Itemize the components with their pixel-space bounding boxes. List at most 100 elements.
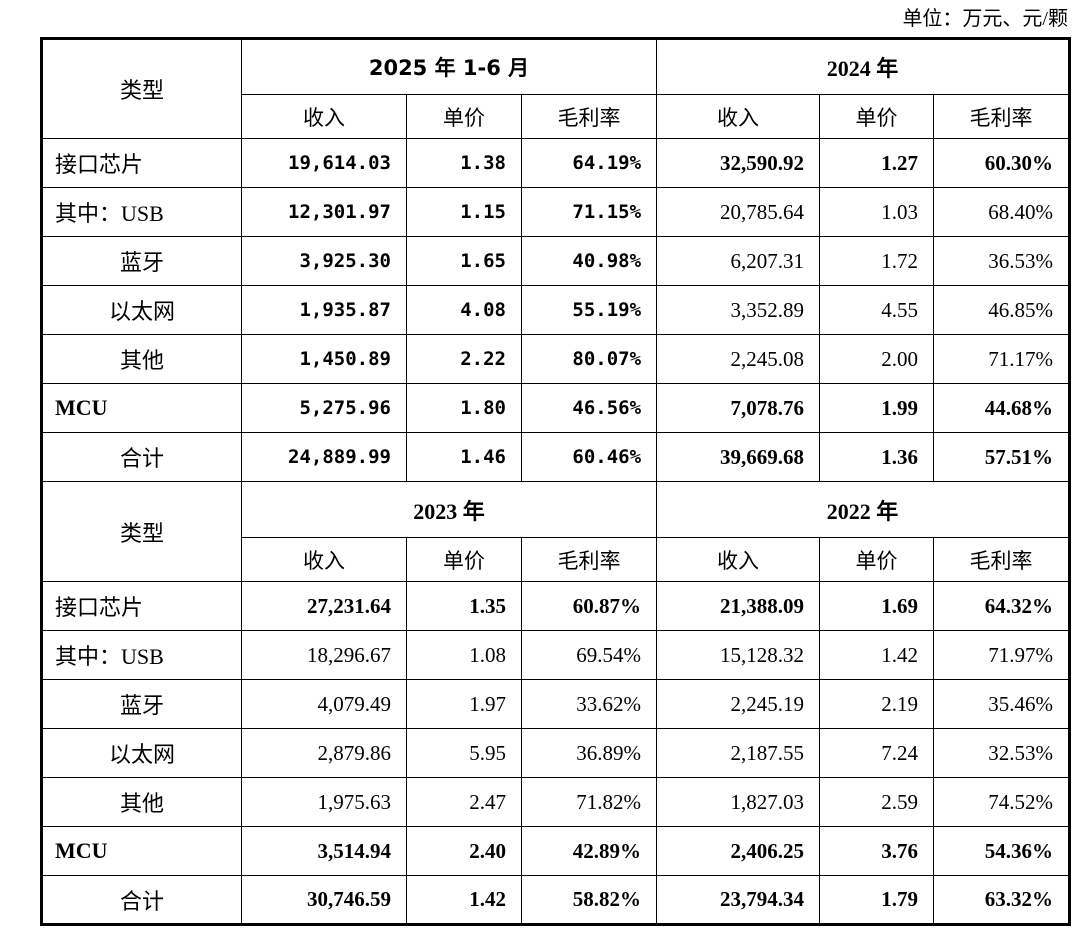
unit-price-cell: 1.65 (406, 236, 522, 286)
gross-margin-cell: 44.68% (933, 383, 1071, 433)
unit-price-cell: 1.15 (406, 187, 522, 237)
gross-margin-cell: 74.52% (933, 777, 1071, 827)
revenue-cell: 19,614.03 (241, 138, 407, 188)
gross-margin-cell: 42.89% (520, 826, 658, 876)
unit-price-cell: 1.08 (406, 630, 522, 680)
row-label-cell: 以太网 (41, 285, 242, 335)
unit-price-cell: 1.79 (819, 875, 935, 925)
row-label-cell: 其他 (41, 334, 242, 384)
gross-margin-cell: 36.89% (520, 728, 658, 778)
unit-price-cell: 1.42 (819, 630, 935, 680)
unit-price-cell: 1.46 (406, 432, 522, 482)
row-label-cell: 蓝牙 (41, 679, 242, 729)
gross-margin-cell: 71.15% (520, 187, 658, 237)
revenue-cell: 39,669.68 (656, 432, 821, 482)
period-header-cell: 2022 年 (656, 481, 1071, 538)
unit-price-cell: 2.59 (819, 777, 935, 827)
unit-price-cell: 1.99 (819, 383, 935, 433)
unit-price-cell: 1.42 (406, 875, 522, 925)
table-row: 合计 24,889.99 1.46 60.46% 39,669.68 1.36 57.51% (41, 432, 1071, 482)
subheader-gross-margin-cell: 毛利率 (933, 94, 1071, 139)
subheader-unit-price-cell: 单价 (819, 537, 935, 582)
row-label-cell: MCU (41, 826, 242, 876)
revenue-cell: 2,187.55 (656, 728, 821, 778)
gross-margin-cell: 55.19% (520, 285, 658, 335)
revenue-cell: 15,128.32 (656, 630, 821, 680)
period-header-row: 类型 2025 年 1-6 月 2024 年 (41, 38, 1071, 139)
gross-margin-cell: 58.82% (520, 875, 658, 925)
row-label-cell: 蓝牙 (41, 236, 242, 286)
revenue-cell: 30,746.59 (241, 875, 407, 925)
revenue-cell: 23,794.34 (656, 875, 821, 925)
unit-price-cell: 1.35 (406, 581, 522, 631)
row-label-cell: 其中：USB (41, 187, 242, 237)
unit-price-cell: 2.47 (406, 777, 522, 827)
revenue-cell: 21,388.09 (656, 581, 821, 631)
period-header-cell: 2023 年 (240, 481, 658, 538)
table-row: 其中：USB 12,301.97 1.15 71.15% 20,785.64 1.03 68… (41, 187, 1071, 237)
unit-price-cell: 5.95 (406, 728, 522, 778)
row-label-cell: MCU (41, 383, 242, 433)
table-row: 以太网 2,879.86 5.95 36.89% 2,187.55 7.24 32.53% (41, 728, 1071, 778)
subheader-unit-price-cell: 单价 (819, 94, 935, 139)
table-row: 接口芯片 19,614.03 1.38 64.19% 32,590.92 1.27 60.3… (41, 138, 1071, 188)
gross-margin-cell: 46.56% (520, 383, 658, 433)
subheader-unit-price-cell: 单价 (406, 537, 522, 582)
row-label-cell: 接口芯片 (41, 138, 242, 188)
revenue-cell: 4,079.49 (241, 679, 407, 729)
revenue-cell: 2,245.19 (656, 679, 821, 729)
gross-margin-cell: 69.54% (520, 630, 658, 680)
revenue-cell: 1,935.87 (241, 285, 407, 335)
table-row: 其他 1,450.89 2.22 80.07% 2,245.08 2.00 71.17% (41, 334, 1071, 384)
gross-margin-cell: 35.46% (933, 679, 1071, 729)
revenue-cell: 7,078.76 (656, 383, 821, 433)
unit-price-cell: 4.55 (819, 285, 935, 335)
gross-margin-cell: 71.17% (933, 334, 1071, 384)
revenue-cell: 2,406.25 (656, 826, 821, 876)
row-label-cell: 以太网 (41, 728, 242, 778)
row-label-cell: 合计 (41, 432, 242, 482)
gross-margin-cell: 54.36% (933, 826, 1071, 876)
subheader-gross-margin-cell: 毛利率 (520, 94, 658, 139)
revenue-cell: 32,590.92 (656, 138, 821, 188)
subheader-row: 收入 单价 毛利率 收入 单价 毛利率 (42, 537, 1071, 582)
gross-margin-cell: 68.40% (933, 187, 1071, 237)
unit-price-cell: 3.76 (819, 826, 935, 876)
unit-price-cell: 4.08 (406, 285, 522, 335)
table-row: MCU 3,514.94 2.40 42.89% 2,406.25 3.76 54.36% (41, 826, 1071, 876)
unit-price-cell: 1.27 (819, 138, 935, 188)
revenue-cell: 18,296.67 (241, 630, 407, 680)
subheader-revenue-cell: 收入 (656, 537, 821, 582)
revenue-cell: 20,785.64 (656, 187, 821, 237)
row-label-cell: 其中：USB (41, 630, 242, 680)
unit-price-cell: 2.40 (406, 826, 522, 876)
revenue-cell: 3,514.94 (241, 826, 407, 876)
revenue-cell: 1,975.63 (241, 777, 407, 827)
gross-margin-cell: 60.87% (520, 581, 658, 631)
subheader-unit-price-cell: 单价 (406, 94, 522, 139)
table-row: MCU 5,275.96 1.80 46.56% 7,078.76 1.99 44.68% (41, 383, 1071, 433)
subheader-gross-margin-cell: 毛利率 (520, 537, 658, 582)
unit-price-cell: 7.24 (819, 728, 935, 778)
period-header-cell: 2025 年 1-6 月 (240, 38, 658, 95)
gross-margin-cell: 36.53% (933, 236, 1071, 286)
unit-price-cell: 2.00 (819, 334, 935, 384)
unit-price-cell: 1.36 (819, 432, 935, 482)
revenue-cell: 5,275.96 (241, 383, 407, 433)
revenue-cell: 3,352.89 (656, 285, 821, 335)
period-header-row: 类型 2023 年 2022 年 (41, 481, 1071, 582)
gross-margin-cell: 57.51% (933, 432, 1071, 482)
unit-price-cell: 1.80 (406, 383, 522, 433)
gross-margin-cell: 32.53% (933, 728, 1071, 778)
unit-price-cell: 1.97 (406, 679, 522, 729)
revenue-cell: 1,827.03 (656, 777, 821, 827)
type-header-cell: 类型 (41, 38, 242, 139)
gross-margin-cell: 40.98% (520, 236, 658, 286)
revenue-cell: 1,450.89 (241, 334, 407, 384)
gross-margin-cell: 80.07% (520, 334, 658, 384)
gross-margin-cell: 71.82% (520, 777, 658, 827)
revenue-cell: 24,889.99 (241, 432, 407, 482)
revenue-cell: 27,231.64 (241, 581, 407, 631)
subheader-revenue-cell: 收入 (241, 537, 407, 582)
